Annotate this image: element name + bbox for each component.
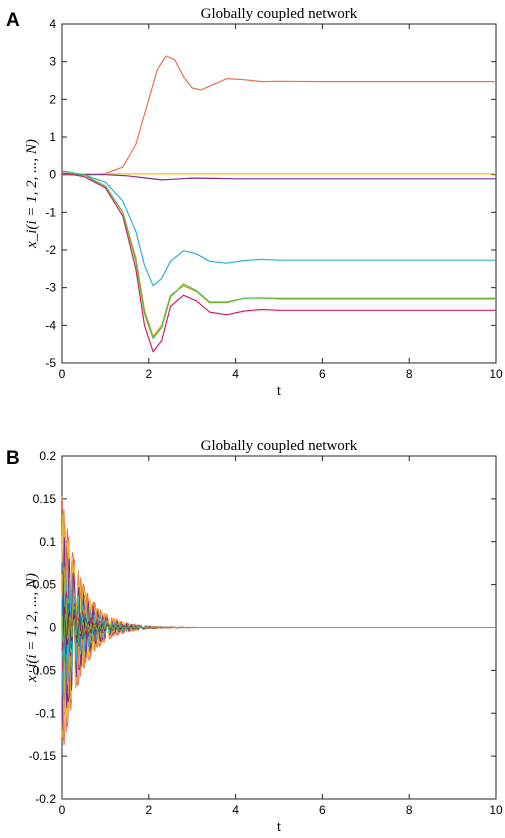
a-ytick-label: -5 (45, 356, 56, 370)
a-axes-box (61, 23, 497, 364)
b-xtick-label: 8 (406, 803, 413, 817)
b-series-line-12 (61, 526, 496, 741)
a-ytick-label: 3 (49, 55, 56, 69)
b-xtick-label: 10 (489, 803, 503, 817)
b-ytick-label: -0.1 (35, 706, 56, 720)
b-ytick-label: 0.05 (33, 578, 57, 592)
b-ytick-label: 0.15 (33, 492, 57, 506)
b-series-line-2 (61, 523, 496, 712)
b-ytick-label: -0.15 (29, 749, 57, 763)
b-ytick-label: -0.2 (35, 792, 56, 806)
b-ytick-label: 0.1 (39, 535, 56, 549)
a-series-line-1 (62, 55, 496, 176)
b-xtick-label: 0 (59, 803, 66, 817)
a-xtick-label: 4 (232, 367, 239, 381)
b-series-line-4 (61, 551, 496, 694)
a-series-line-3 (62, 174, 496, 181)
a-chart-title: Globally coupled network (201, 6, 358, 22)
b-ytick-label: 0.2 (39, 449, 56, 463)
b-y-axis-label: x_i(i = 1, 2, ..., N) (24, 573, 40, 683)
b-series-line-13 (61, 527, 496, 702)
a-series-line-6 (61, 172, 496, 353)
b-ytick-label: -0.05 (29, 663, 57, 677)
a-ytick-label: 2 (49, 92, 56, 106)
a-ytick-label: -2 (45, 243, 56, 257)
b-series-group (61, 496, 496, 746)
b-chart-title: Globally coupled network (201, 438, 358, 454)
b-ytick-label: 0 (49, 621, 56, 635)
a-series-line-7 (61, 170, 496, 340)
a-xtick-label: 2 (145, 367, 152, 381)
b-series-line-15 (61, 576, 496, 688)
a-ytick-label: 4 (49, 17, 56, 31)
a-xtick-label: 10 (489, 367, 503, 381)
b-series-line-1 (61, 496, 496, 728)
b-series-line-30 (61, 612, 496, 644)
b-series-line-25 (61, 566, 496, 675)
a-series-line-4 (61, 172, 496, 287)
panel-letter-b: B (6, 448, 20, 469)
a-x-axis-label: t (277, 383, 282, 399)
b-xtick-label: 2 (145, 803, 152, 817)
b-xtick-label: 4 (232, 803, 239, 817)
b-series-line-3 (61, 546, 496, 726)
a-y-axis-label: x_i(i = 1, 2, ..., N) (24, 139, 40, 249)
a-xtick-label: 8 (406, 367, 413, 381)
a-xtick-label: 0 (59, 367, 66, 381)
a-ytick-label: -3 (45, 281, 56, 295)
a-ytick-label: 0 (49, 168, 56, 182)
a-series-group (61, 55, 496, 353)
b-x-axis-label: t (277, 819, 282, 835)
b-xtick-label: 6 (319, 803, 326, 817)
b-series-line-22 (61, 513, 496, 727)
a-ytick-label: -4 (45, 318, 56, 332)
a-ytick-label: -1 (45, 205, 56, 219)
b-series-line-23 (61, 536, 496, 731)
a-ytick-label: 1 (49, 130, 56, 144)
b-series-line-21 (61, 528, 496, 746)
a-xtick-label: 6 (319, 367, 326, 381)
panel-letter-a: A (6, 10, 20, 31)
